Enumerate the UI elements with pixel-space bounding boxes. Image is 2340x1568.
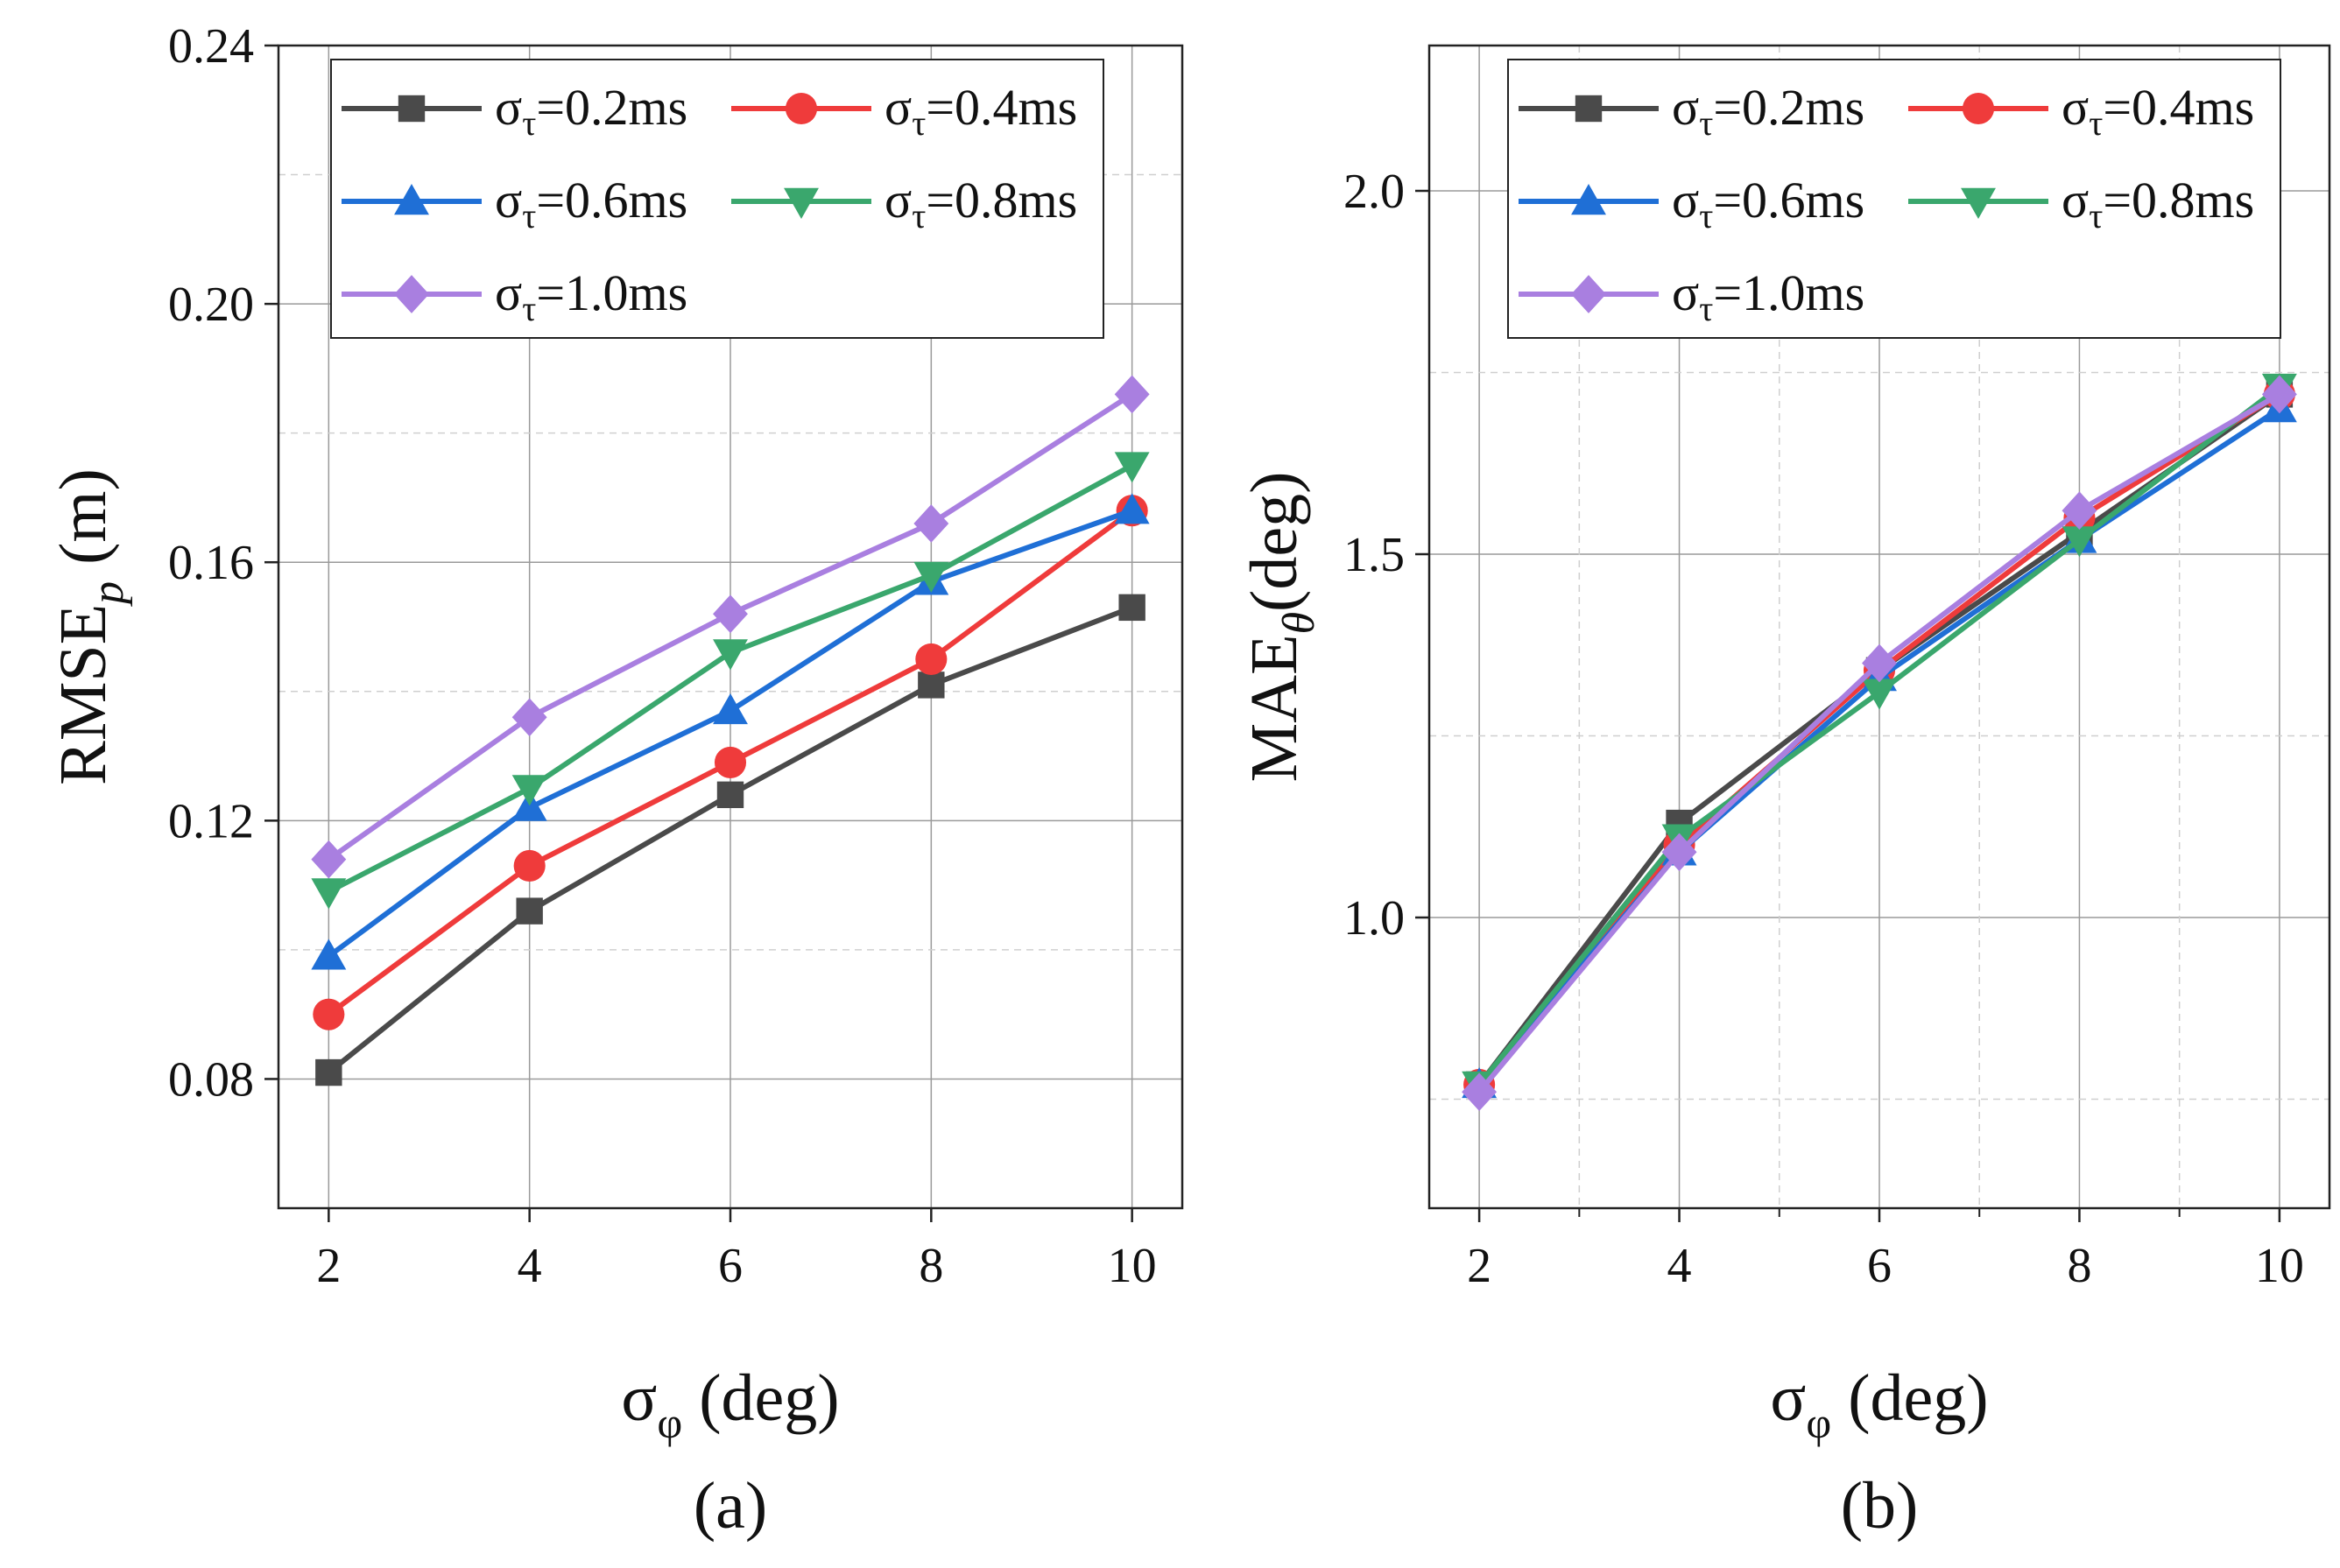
x-tick-label: 10 xyxy=(2255,1239,2304,1293)
legend-label: στ=0.4ms xyxy=(2062,79,2254,143)
y-tick-label: 0.24 xyxy=(168,19,254,74)
legend-entry: στ=0.8ms xyxy=(1908,172,2254,236)
series-10ms xyxy=(1462,375,2297,1112)
legend: στ=0.2ms στ=0.4ms στ=0.6ms στ=0.8ms στ=1.0ms xyxy=(330,59,1104,339)
data-point xyxy=(511,775,547,806)
data-point xyxy=(1462,1072,1498,1112)
data-point xyxy=(1114,375,1150,414)
data-point xyxy=(516,897,543,925)
legend-swatch-marker xyxy=(785,92,818,125)
legend-swatch-marker xyxy=(398,95,426,123)
legend-entry: στ=0.2ms xyxy=(342,79,687,143)
data-point xyxy=(918,671,945,699)
data-point xyxy=(913,504,949,543)
x-tick-label: 2 xyxy=(1467,1239,1491,1293)
x-tick-label: 10 xyxy=(1108,1239,1157,1293)
legend-entry: στ=0.6ms xyxy=(1519,172,1864,236)
data-point xyxy=(315,1058,342,1086)
legend-entry: στ=1.0ms xyxy=(1519,264,1864,328)
data-point xyxy=(714,746,747,778)
legend-label: στ=0.4ms xyxy=(885,79,1077,143)
data-point xyxy=(1862,643,1897,683)
legend-entry: στ=1.0ms xyxy=(342,264,687,328)
panel-caption: (a) xyxy=(694,1469,767,1543)
data-point xyxy=(1118,594,1145,622)
panel-caption: (b) xyxy=(1841,1469,1919,1543)
data-point xyxy=(1114,493,1150,524)
legend-swatch-marker xyxy=(394,275,429,313)
series-08ms xyxy=(311,452,1150,910)
legend-swatch-marker xyxy=(1571,184,1606,215)
data-point xyxy=(1862,679,1897,710)
data-point xyxy=(513,849,546,882)
legend-swatch-marker xyxy=(1962,92,1995,125)
data-point xyxy=(716,781,744,809)
legend-label: στ=0.6ms xyxy=(495,172,687,236)
legend-label: στ=0.8ms xyxy=(2062,172,2254,236)
legend-label: στ=0.2ms xyxy=(495,79,687,143)
x-tick-label: 6 xyxy=(1867,1239,1892,1293)
y-tick-label: 1.0 xyxy=(1343,891,1405,946)
data-point xyxy=(313,998,345,1030)
legend-entry: στ=0.4ms xyxy=(731,79,1077,143)
legend-label: στ=1.0ms xyxy=(495,264,687,328)
data-point xyxy=(2261,375,2297,414)
data-point xyxy=(1114,452,1150,483)
x-tick-label: 4 xyxy=(1667,1239,1692,1293)
legend-entry: στ=0.6ms xyxy=(342,172,687,236)
legend-label: στ=1.0ms xyxy=(1672,264,1864,328)
data-point xyxy=(2062,491,2097,531)
legend-label: στ=0.2ms xyxy=(1672,79,1864,143)
x-axis-title: σφ (deg) xyxy=(621,1361,839,1447)
x-tick-label: 2 xyxy=(316,1239,341,1293)
legend-swatch-marker xyxy=(1575,95,1603,123)
y-tick-label: 0.08 xyxy=(168,1052,254,1107)
data-point xyxy=(713,594,748,634)
data-point xyxy=(511,698,547,737)
data-point xyxy=(311,840,347,879)
y-tick-label: 1.5 xyxy=(1343,528,1405,582)
x-tick-label: 8 xyxy=(919,1239,943,1293)
data-point xyxy=(915,643,948,675)
series-02ms xyxy=(315,594,1145,1086)
y-axis-title: MAEθ(deg) xyxy=(1237,472,1324,783)
legend-label: στ=0.6ms xyxy=(1672,172,1864,236)
legend-label: στ=0.8ms xyxy=(885,172,1077,236)
data-point xyxy=(713,693,748,725)
data-point xyxy=(913,561,949,593)
legend-entry: στ=0.8ms xyxy=(731,172,1077,236)
data-point xyxy=(2062,526,2097,558)
x-tick-label: 8 xyxy=(2067,1239,2091,1293)
x-tick-label: 6 xyxy=(718,1239,743,1293)
data-point xyxy=(311,939,347,970)
y-tick-label: 2.0 xyxy=(1343,165,1405,219)
legend-entry: στ=0.4ms xyxy=(1908,79,2254,143)
x-tick-label: 4 xyxy=(518,1239,542,1293)
legend-swatch-marker xyxy=(394,184,429,215)
data-point xyxy=(311,878,347,910)
legend-swatch-marker xyxy=(784,187,819,219)
legend: στ=0.2ms στ=0.4ms στ=0.6ms στ=0.8ms στ=1.0ms xyxy=(1507,59,2281,339)
y-axis-title: RMSEp (m) xyxy=(46,468,133,785)
legend-entry: στ=0.2ms xyxy=(1519,79,1864,143)
series-10ms xyxy=(311,375,1150,879)
data-point xyxy=(1661,833,1697,872)
data-point xyxy=(713,639,748,671)
legend-swatch-marker xyxy=(1961,187,1996,219)
y-tick-label: 0.20 xyxy=(168,278,254,332)
panel-a: 0.08 0.12 0.16 0.20 0.24 2 4 6 8 10 στ=0.2ms στ=0.4… xyxy=(46,19,1184,1543)
legend-swatch-marker xyxy=(1571,275,1606,313)
y-tick-label: 0.12 xyxy=(168,794,254,848)
y-tick-label: 0.16 xyxy=(168,536,254,590)
x-axis-title: σφ (deg) xyxy=(1770,1361,1988,1447)
